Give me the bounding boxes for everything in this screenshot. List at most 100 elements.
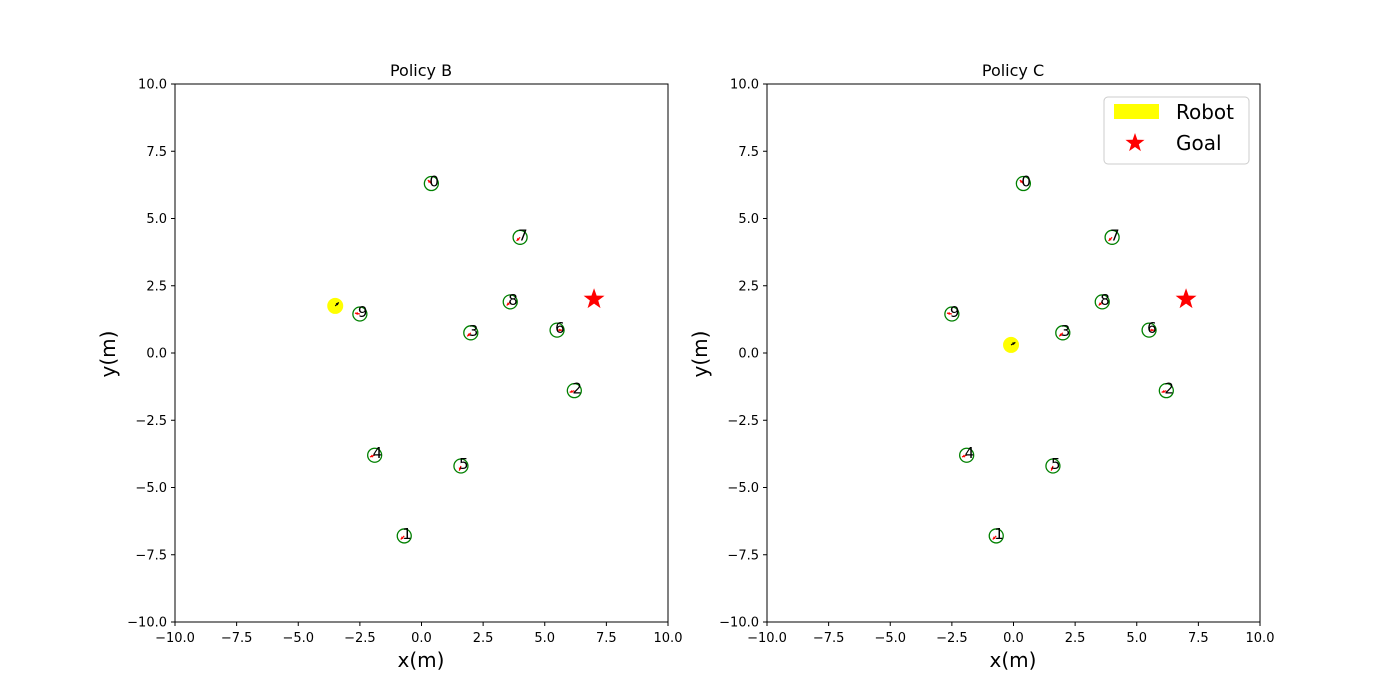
x-tick-label: −7.5 [221,631,253,646]
human-heading-arrow [516,236,521,242]
human-circle [1104,229,1120,245]
x-tick-label: −2.5 [936,631,968,646]
human-id-label: 3 [1061,322,1071,340]
human-9: 9 [352,303,368,322]
human-heading-arrow-head [427,179,431,184]
human-heading-arrow [1161,389,1167,393]
y-tick-label: 0.0 [146,347,167,362]
human-id-label: 6 [1147,319,1157,337]
y-tick-label: 2.5 [146,279,167,294]
plot-area: −10.0 −7.5 −5.0 −2.5 0.0 2.5 5.0 7.5 10.0−10.0−7… [127,78,682,647]
human-id-label: 0 [1021,173,1031,191]
human-heading-arrow-head [354,312,358,316]
goal-star [1175,288,1197,309]
human-circle [944,306,960,322]
human-heading-arrow-head [400,536,404,540]
x-tick-label: 5.0 [534,631,555,646]
y-axis-label: y(m) [688,331,712,378]
panel-policy-c: Policy C −10.0 −7.5 −5.0 −2.5 0.0 2.5 5.0 7.5 10… [688,61,1274,672]
y-tick-label: 7.5 [738,145,759,160]
y-axis-label: y(m) [96,331,120,378]
human-heading-arrow [1058,332,1064,337]
human-2: 2 [566,380,582,399]
human-id-label: 2 [572,380,582,398]
x-tick-label: −10.0 [155,631,195,646]
x-tick-label: −5.0 [874,631,906,646]
human-9: 9 [944,303,960,322]
human-id-label: 4 [965,444,975,462]
x-tick-label: 10.0 [654,631,683,646]
human-heading-arrow-head [467,333,471,337]
legend-robot-label: Robot [1176,100,1234,124]
human-heading-arrow [1098,301,1103,306]
human-id-label: 3 [469,322,479,340]
human-circle [566,383,582,399]
human-circle [367,447,383,463]
x-tick-label: −2.5 [344,631,376,646]
legend-robot-swatch [1114,104,1159,119]
human-circle [463,325,479,341]
human-heading-arrow-head [961,454,966,458]
human-3: 3 [1055,322,1071,341]
human-heading-arrow [466,332,472,337]
y-tick-label: −5.0 [135,481,167,496]
human-circle [423,175,440,192]
y-tick-label: −2.5 [727,414,759,429]
plot-area: −10.0 −7.5 −5.0 −2.5 0.0 2.5 5.0 7.5 10.0−10.0−7… [719,78,1274,647]
legend-goal-star [1125,133,1145,152]
x-tick-label: 0.0 [1003,631,1024,646]
human-heading-arrow-head [369,454,374,458]
robot-heading-arrow [334,301,340,307]
robot-marker [327,297,344,314]
x-tick-label: 2.5 [1065,631,1086,646]
human-6: 6 [1141,319,1157,338]
human-id-label: 8 [1100,291,1110,309]
human-circle [502,294,518,310]
human-heading-arrow-head [1161,389,1165,393]
y-tick-label: 7.5 [146,145,167,160]
y-tick-label: −10.0 [127,616,167,631]
human-heading-arrow-head [1098,302,1102,306]
legend-goal-star-shape [1125,133,1145,152]
x-tick-label: −5.0 [282,631,314,646]
x-tick-label: −7.5 [813,631,845,646]
human-7: 7 [512,226,528,245]
human-circle [549,322,565,338]
robot-heading-arrow-head [1012,342,1016,346]
human-0: 0 [1015,173,1032,192]
x-tick-label: −10.0 [747,631,787,646]
human-heading-arrow-head [992,536,996,540]
human-heading-arrow [992,535,997,540]
human-id-label: 9 [950,303,960,321]
human-1: 1 [396,525,412,544]
panel-title: Policy B [390,61,452,80]
human-id-label: 8 [508,291,518,309]
human-circle [1158,383,1174,399]
human-heading-arrow [427,179,432,184]
y-tick-label: 5.0 [146,212,167,227]
x-tick-label: 2.5 [473,631,494,646]
human-heading-arrow [369,454,375,458]
human-6: 6 [549,319,565,338]
human-heading-arrow-head [569,389,573,393]
y-tick-label: 2.5 [738,279,759,294]
human-id-label: 5 [459,455,469,473]
y-tick-label: −5.0 [727,481,759,496]
human-heading-arrow [506,301,511,306]
y-tick-label: 5.0 [738,212,759,227]
y-tick-label: 10.0 [730,78,759,93]
goal-star [583,288,605,309]
human-id-label: 9 [358,303,368,321]
human-heading-arrow-head [516,237,520,241]
human-heading-arrow [946,312,952,316]
legend-goal-label: Goal [1176,131,1222,155]
human-heading-arrow-head [1019,179,1023,184]
human-5: 5 [453,455,469,474]
human-circle [959,447,975,463]
human-heading-arrow-head [458,467,462,471]
human-circle [453,458,469,474]
human-circle [512,229,528,245]
human-0: 0 [423,173,440,192]
human-4: 4 [959,444,975,463]
